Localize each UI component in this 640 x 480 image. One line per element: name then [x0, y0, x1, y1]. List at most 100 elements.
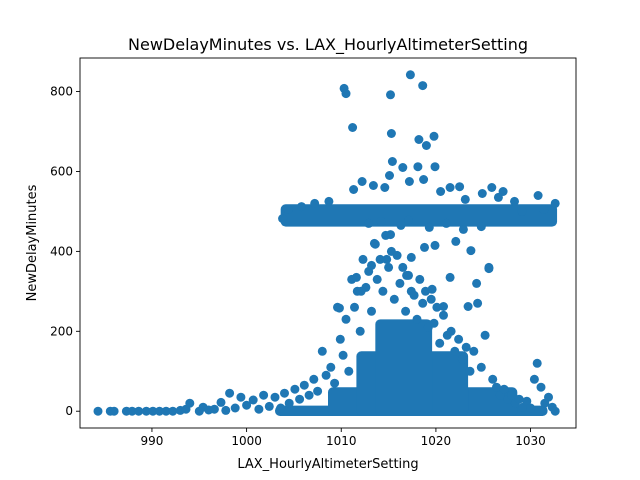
scatter-point [401, 306, 411, 316]
y-tick-label: 600 [50, 164, 73, 178]
scatter-point [432, 302, 442, 312]
scatter-point [493, 192, 503, 202]
scatter-point [414, 135, 424, 144]
scatter-point [372, 274, 382, 284]
scatter-point [386, 230, 395, 240]
scatter-point [321, 370, 331, 380]
scatter-point [430, 162, 440, 172]
scatter-point [185, 398, 195, 408]
scatter-point [420, 242, 429, 252]
scatter-point [419, 175, 429, 184]
scatter-point [418, 81, 428, 91]
scatter-point [242, 400, 252, 410]
scatter-point [375, 254, 385, 264]
x-tick-label: 1020 [421, 434, 452, 448]
scatter-point [264, 401, 274, 411]
scatter-point [378, 286, 388, 296]
scatter-point [367, 260, 376, 270]
scatter-point [382, 254, 392, 264]
scatter-point [324, 196, 334, 206]
scatter-point [134, 406, 144, 416]
scatter-point [424, 222, 434, 232]
scatter-point [404, 177, 414, 186]
y-tick-label: 400 [50, 244, 73, 258]
scatter-point [299, 380, 309, 390]
y-axis-label: NewDelayMinutes [25, 184, 40, 301]
scatter-point [358, 254, 368, 264]
scatter-point [236, 392, 246, 402]
scatter-point [376, 216, 386, 226]
scatter-point [386, 129, 396, 138]
scatter-point [435, 338, 445, 348]
scatter-point [487, 183, 497, 192]
scatter-point [533, 191, 543, 200]
scatter-point [415, 274, 425, 284]
scatter-point [514, 394, 524, 404]
scatter-point [225, 388, 235, 398]
scatter-point [380, 183, 390, 192]
scatter-point [109, 406, 119, 416]
scatter-point [304, 390, 314, 400]
scatter-point [476, 222, 486, 232]
scatter-point [350, 302, 359, 312]
scatter-point [488, 374, 498, 384]
scatter-point [402, 270, 412, 280]
scatter-point [317, 346, 327, 356]
scatter-point [469, 346, 479, 356]
data-points [93, 70, 560, 416]
scatter-point [396, 220, 406, 230]
scatter-point [349, 185, 359, 194]
scatter-point [454, 334, 464, 344]
scatter-point [351, 272, 361, 282]
scatter-point [451, 236, 461, 246]
scatter-point [446, 326, 456, 336]
scatter-point [334, 303, 344, 313]
scatter-point [367, 306, 376, 316]
scatter-point [309, 374, 319, 384]
x-tick-label: 990 [140, 434, 163, 448]
scatter-point [290, 384, 300, 394]
dense-band-lower-peak [375, 319, 433, 417]
scatter-point [436, 187, 446, 196]
x-tick-label: 1010 [326, 434, 357, 448]
scatter-point [280, 388, 289, 398]
scatter-point [484, 264, 494, 274]
scatter-point [480, 330, 490, 340]
scatter-point [463, 302, 473, 311]
scatter-point [357, 177, 367, 186]
scatter-point [532, 358, 542, 368]
scatter-point [426, 294, 436, 304]
scatter-point [216, 397, 226, 407]
chart-title: NewDelayMinutes vs. LAX_HourlyAltimeterS… [128, 35, 528, 55]
scatter-point [161, 406, 171, 416]
x-axis-label: LAX_HourlyAltimeterSetting [237, 457, 418, 472]
scatter-point [341, 314, 351, 324]
scatter-point [387, 157, 397, 166]
x-axis-ticks: 990 1000 1010 1020 1030 [140, 428, 546, 448]
scatter-point [356, 286, 366, 296]
scatter-point [429, 131, 439, 141]
scatter-point [155, 406, 164, 416]
scatter-point [259, 390, 269, 400]
scatter-point [450, 346, 460, 356]
scatter-point [270, 392, 280, 402]
y-tick-label: 800 [50, 85, 73, 99]
scatter-point [461, 342, 471, 352]
scatter-point [405, 70, 415, 80]
scatter-point [254, 404, 264, 414]
scatter-point [517, 206, 527, 216]
dense-bands [274, 204, 558, 417]
scatter-point [209, 404, 219, 414]
scatter-point [295, 394, 305, 404]
scatter-point [492, 382, 501, 392]
scatter-point [445, 272, 455, 282]
scatter-point [221, 405, 231, 415]
scatter-point [439, 302, 448, 311]
scatter-point [409, 290, 419, 300]
scatter-point [313, 386, 323, 396]
scatter-point [278, 214, 288, 224]
scatter-point [341, 89, 351, 99]
scatter-point [441, 218, 451, 228]
scatter-point [368, 181, 378, 190]
scatter-point [127, 406, 137, 416]
